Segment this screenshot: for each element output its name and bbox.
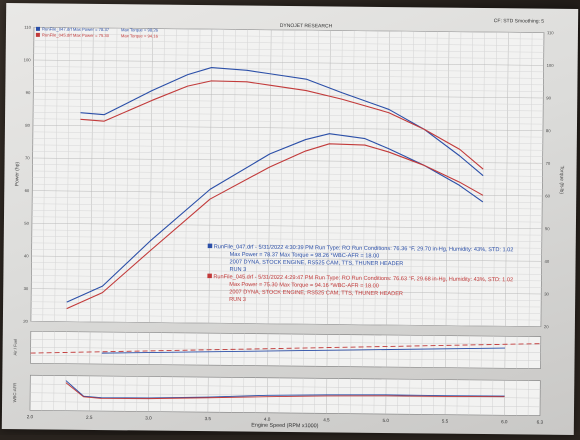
- dyno-chart: DYNOJET RESEARCH CF: STD Smoothing: 5 RunF…: [2, 3, 578, 435]
- x-axis-label: Engine Speed (RPM x1000): [251, 423, 318, 430]
- legend-entry-torque: Max Torque = 98.26: [121, 27, 159, 32]
- y-tick-label-left: 40: [24, 253, 29, 258]
- y-tick-label-right: 80: [546, 128, 551, 133]
- y-tick-label-left: 30: [24, 286, 29, 291]
- x-tick-label: 3.0: [145, 415, 152, 420]
- y-tick-label-left: 60: [25, 188, 30, 193]
- x-tick-label: 4.5: [323, 417, 330, 422]
- y-tick-label-right: 50: [545, 226, 550, 231]
- y-tick-label-left: 70: [25, 155, 30, 160]
- legend-entry-torque: Max Torque = 94.16: [121, 33, 159, 38]
- air-fuel-axis-label: Air / Fuel: [13, 339, 18, 356]
- y-tick-label-left: 110: [24, 25, 31, 30]
- chart-title: DYNOJET RESEARCH: [280, 23, 333, 30]
- x-tick-label: 5.0: [382, 418, 389, 423]
- wbc-afr-axis-label: WBC-AFR: [12, 383, 17, 403]
- run-info-swatch: [207, 274, 212, 279]
- x-tick-label: 2.0: [27, 414, 34, 419]
- y-tick-label-left: 80: [25, 123, 30, 128]
- y-tick-label-right: 30: [544, 291, 549, 296]
- run-info-line: RUN 3: [229, 297, 246, 303]
- x-tick-label: 5.5: [442, 419, 449, 424]
- header-settings: CF: STD Smoothing: 5: [494, 18, 545, 25]
- y-tick-label-right: 60: [545, 194, 550, 199]
- legend-entry-power: RunFile_045.drf Max Power = 75.30: [42, 32, 110, 38]
- y-tick-label-right: 20: [544, 324, 549, 329]
- y-tick-label-left: 20: [23, 319, 28, 324]
- y-tick-label-right: 70: [546, 161, 551, 166]
- dyno-printout: DYNOJET RESEARCH CF: STD Smoothing: 5 RunF…: [2, 3, 578, 435]
- x-tick-label: 3.5: [205, 416, 212, 421]
- legend-swatch: [36, 33, 40, 37]
- run-info-swatch: [208, 244, 213, 249]
- x-tick-label: 4.0: [264, 417, 271, 422]
- y-tick-label-right: 40: [545, 259, 550, 264]
- y-tick-label-right: 110: [547, 30, 554, 35]
- y-axis-label-right: Torque (ft-lb): [558, 166, 564, 195]
- legend-entry-power: RunFile_047.drf Max Power = 78.37: [42, 26, 110, 32]
- x-tick-label: 6.0: [501, 419, 508, 424]
- y-tick-label-left: 100: [24, 57, 32, 62]
- y-tick-label-right: 90: [546, 96, 551, 101]
- x-tick-label: 2.5: [86, 415, 93, 420]
- legend-swatch: [36, 27, 40, 31]
- run-info-line: RUN 3: [229, 267, 246, 273]
- y-tick-label-left: 90: [26, 90, 31, 95]
- y-tick-label-right: 100: [547, 63, 555, 68]
- y-axis-label-left: Power (hp): [14, 162, 20, 187]
- x-tick-label: 6.3: [537, 420, 544, 425]
- y-tick-label-left: 50: [24, 221, 29, 226]
